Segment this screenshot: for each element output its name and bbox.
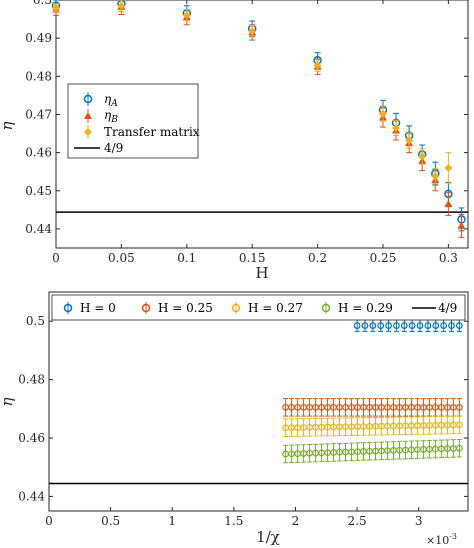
bottom-point [385,322,392,329]
bottom-point [361,322,369,329]
bottom-point [424,322,432,329]
legend-entry-four-ninths: 4/9 [74,141,123,155]
bottom-x-axis-label: 1/χ [256,528,280,546]
bottom-point [377,322,385,329]
top-y-axis-label: η [0,122,16,131]
top-y-tick-label: 0.46 [25,146,52,160]
top-data-marks [51,0,466,238]
legend-eta-a-marker [83,94,93,104]
legend-entry-eta-a: ηA [83,92,118,109]
top-x-tick-label: 0.15 [239,251,266,265]
legend-h029-marker [321,303,331,313]
bottom-x-tick-label: 0.5 [101,514,120,528]
top-x-axis-label: H [255,264,268,282]
legend-entry-four-ninths-bottom: 4/9 [412,301,457,315]
legend-h029-label: H = 0.29 [338,301,393,315]
bottom-point [455,322,463,329]
top-x-tick-label: 0.1 [177,251,196,265]
top-x-tick-label: 0.05 [108,251,135,265]
bottom-point [353,322,361,329]
legend-four-ninths-bottom-label: 4/9 [438,301,457,315]
top-point-transfer-matrix [52,3,60,12]
legend-entry-h025: H = 0.25 [141,301,213,315]
bottom-ticks [48,320,468,511]
legend-h0-marker [63,303,73,313]
top-x-tick-labels: 0 0.05 0.1 0.15 0.2 0.25 0.3 [52,251,458,265]
bottom-point [393,322,400,329]
top-point-eta-b [457,221,466,229]
top-point-transfer-matrix [248,27,257,36]
bottom-point [408,322,416,329]
bottom-point [455,421,463,429]
bottom-point [448,322,455,329]
top-y-tick-labels: 0.44 0.45 0.46 0.47 0.48 0.49 0.5 [25,0,52,236]
top-y-tick-label: 0.48 [25,69,52,83]
legend-entry-h029: H = 0.29 [321,301,393,315]
legend-h027-label: H = 0.27 [248,301,303,315]
bottom-legend: H = 0 H = 0.25 H = 0.27 H = 0.29 4/9 [51,294,466,321]
bottom-y-tick-label: 0.5 [26,314,45,328]
top-point-transfer-matrix [405,136,414,145]
legend-entry-h0: H = 0 [63,301,116,315]
bottom-point [440,322,448,329]
legend-eta-b-label: ηB [104,108,118,125]
top-point-transfer-matrix [117,1,126,10]
legend-h025-label: H = 0.25 [158,301,213,315]
legend-h0-label: H = 0 [80,301,116,315]
top-point-transfer-matrix [444,163,453,172]
legend-entry-h027: H = 0.27 [231,301,303,315]
legend-h027-marker [231,303,241,313]
bottom-chart-panel: 0 0.5 1 1.5 2 2.5 3 0.44 0.46 0.48 0.5 1/χ η ×10-… [0,291,469,547]
top-legend: ηA ηB Transfer matrix 4/9 [67,83,200,159]
bottom-x-tick-label: 2.5 [348,514,367,528]
bottom-x-tick-label: 2 [292,514,300,528]
top-point-transfer-matrix [431,172,440,181]
legend-entry-eta-b: ηB [84,108,118,125]
top-x-tick-label: 0 [52,251,60,265]
top-x-tick-label: 0.25 [370,251,397,265]
top-y-tick-label: 0.45 [25,184,52,198]
legend-eta-b-marker [84,112,92,119]
top-point-transfer-matrix [392,123,401,132]
bottom-x-tick-label: 1 [168,514,176,528]
bottom-point [369,322,377,329]
bottom-y-tick-label: 0.48 [18,373,45,387]
top-point-transfer-matrix [378,109,387,118]
top-y-tick-label: 0.47 [25,107,52,121]
legend-tm-label: Transfer matrix [104,125,200,139]
bottom-y-tick-label: 0.46 [18,431,45,445]
bottom-point [400,322,408,329]
top-point-transfer-matrix [182,11,191,20]
bottom-x-tick-labels: 0 0.5 1 1.5 2 2.5 3 [45,514,422,528]
bottom-y-axis-label: η [0,398,16,407]
bottom-y-tick-label: 0.44 [18,489,45,503]
bottom-point [455,403,463,411]
top-point-eta-b [444,200,453,208]
top-chart-panel: 0 0.05 0.1 0.15 0.2 0.25 0.3 0.440.450.460.470… [0,0,469,282]
bottom-x-tick-label: 0 [45,514,53,528]
top-y-tick-label: 0.49 [25,31,52,45]
top-x-tick-label: 0.2 [308,251,327,265]
bottom-y-tick-labels: 0.44 0.46 0.48 0.5 [18,314,45,503]
bottom-legend-box [51,294,466,321]
legend-eta-a-label: ηA [104,92,118,109]
bottom-x-exponent: ×10-3 [426,532,457,547]
top-point-transfer-matrix [418,152,427,161]
bottom-x-tick-label: 1.5 [224,514,243,528]
top-y-tick-label: 0.5 [33,0,52,7]
legend-entry-transfer-matrix: Transfer matrix [84,125,200,139]
legend-tm-marker [84,128,92,136]
bottom-point [455,444,463,452]
bottom-point [432,322,440,329]
legend-four-ninths-label: 4/9 [104,141,123,155]
legend-h025-marker [141,303,151,313]
top-point-transfer-matrix [313,61,322,70]
bottom-point [416,322,424,329]
bottom-x-tick-label: 3 [415,514,423,528]
top-x-tick-label: 0.3 [439,251,458,265]
top-y-tick-label: 0.44 [25,222,52,236]
